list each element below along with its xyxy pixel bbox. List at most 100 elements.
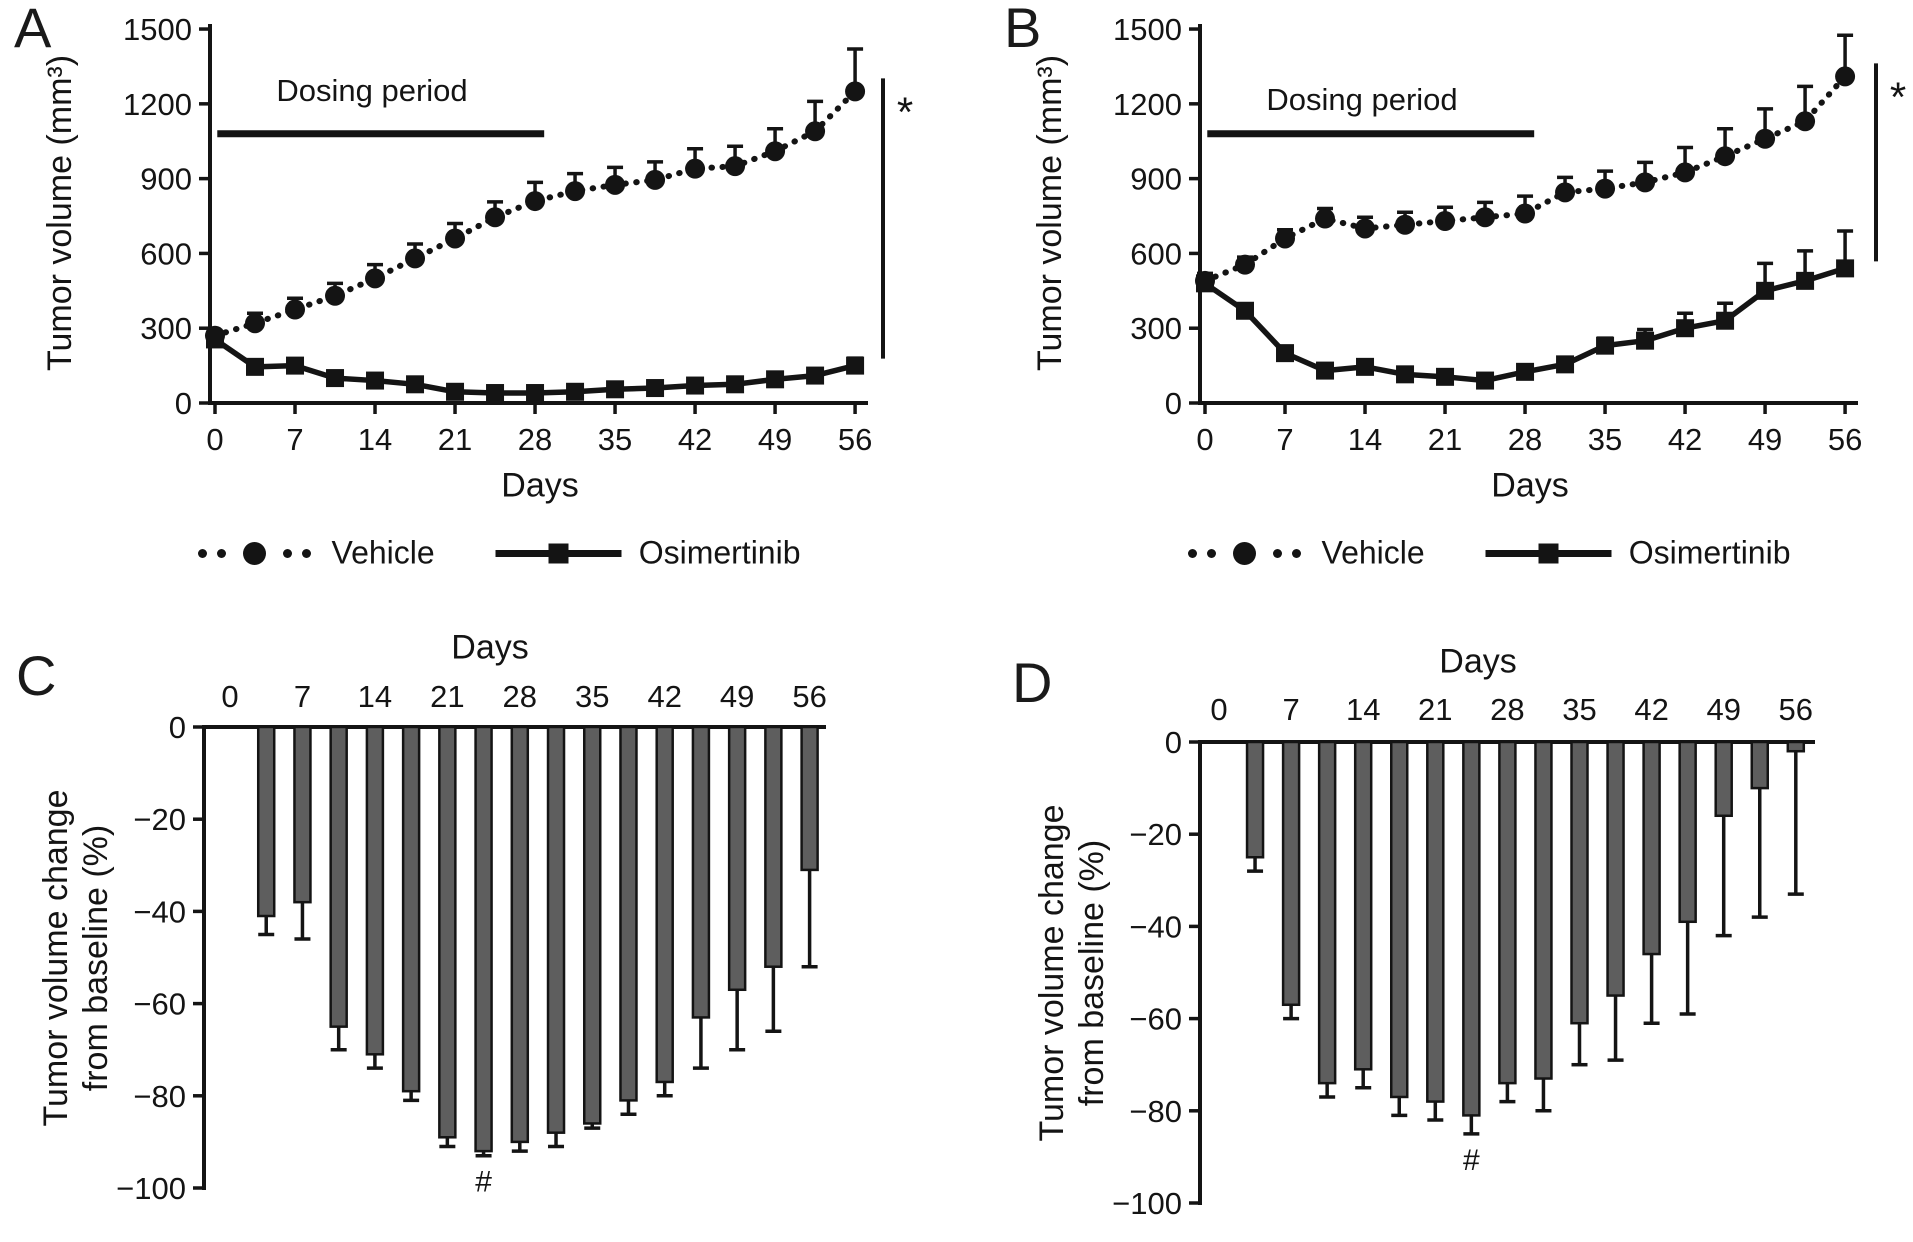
marker-circle-A [565,181,586,202]
y-tick-label-A: 1500 [123,12,192,47]
bar-D [1245,740,1265,859]
bar-C [438,725,457,1139]
x-tick-label-C: 49 [720,679,754,714]
y-tick-label-B: 1500 [1113,12,1182,47]
marker-circle-A [405,248,426,269]
x-tick-label-D: 21 [1418,692,1452,727]
x-tick-label-A: 0 [206,422,223,457]
marker-square-A [446,382,465,401]
marker-circle-B [1395,214,1416,235]
x-tick-label-B: 28 [1508,422,1542,457]
vehicle-dotted-line-icon [198,541,311,565]
y-tick-label-A: 300 [140,311,192,346]
marker-circle-B [1555,182,1576,203]
marker-circle-B [1635,172,1656,193]
panel-letter-d: D [1012,651,1053,714]
x-tick-label-B: 49 [1748,422,1782,457]
legend-label-vehicle: Vehicle [331,534,435,571]
x-tick-label-D: 35 [1562,692,1596,727]
bar-C [619,725,638,1102]
bar-C [691,725,711,1019]
x-tick-label-B: 56 [1828,422,1862,457]
marker-circle-A [285,299,306,320]
marker-circle-A [605,174,626,195]
marker-square-B [1196,274,1214,293]
marker-circle-A [485,207,506,228]
legend-item-osimertinib: Osimertinib [493,535,801,572]
y-axis-title-c-line1: Tumor volume change [37,789,75,1127]
x-tick-label-A: 35 [598,422,632,457]
marker-circle-B [1355,218,1376,239]
marker-circle-A [365,268,386,289]
y-tick-label-A: 900 [140,162,192,197]
x-tick-label-C: 56 [792,679,826,714]
marker-square-B [1596,336,1615,355]
bar-D [1498,740,1517,1085]
marker-square-A [726,375,745,394]
panel-letter-b: B [1004,0,1042,59]
x-tick-label-A: 21 [438,422,472,457]
marker-square-B [1516,362,1535,381]
bar-D [1281,740,1301,1007]
x-axis-title-d: Days [1439,642,1517,681]
marker-square-B [1276,344,1295,363]
y-tick-label-D: −40 [1129,909,1182,944]
marker-square-A [686,376,705,395]
y-tick-label-B: 0 [1165,386,1182,421]
marker-circle-A [725,156,746,177]
marker-square-A [526,384,545,403]
x-tick-label-D: 42 [1634,692,1668,727]
marker-circle-B [1315,208,1336,229]
bar-C [401,725,421,1093]
x-tick-label-D: 7 [1282,692,1299,727]
osimertinib-solid-line-icon [1485,543,1612,563]
y-tick-label-D: −80 [1129,1094,1182,1129]
bar-C [546,725,566,1134]
y-axis-title-d: Tumor volume change from baseline (%) [1032,804,1112,1141]
marker-circle-B [1715,146,1736,167]
marker-square-B [1476,371,1495,390]
marker-circle-A [805,121,826,142]
bar-C [365,725,385,1056]
marker-square-A [606,380,625,399]
y-tick-label-D: 0 [1165,725,1182,760]
bar-D [1534,740,1553,1080]
y-tick-label-D: −20 [1129,817,1182,852]
osimertinib-solid-line-icon [495,543,622,563]
bar-C [800,725,819,872]
x-tick-label-B: 21 [1428,422,1462,457]
marker-circle-A [765,141,786,162]
dosing-period-label-a: Dosing period [276,73,468,108]
bar-D [1390,740,1409,1099]
marker-square-B [1716,311,1735,330]
x-axis-title-a: Days [501,466,579,505]
y-tick-label-C: −80 [133,1079,186,1114]
y-tick-label-A: 600 [140,236,192,271]
y-tick-label-A: 1200 [123,87,192,122]
x-tick-label-D: 28 [1490,692,1524,727]
marker-square-B [1316,361,1335,380]
significance-star-B: * [1890,73,1906,120]
x-tick-label-B: 0 [1196,422,1213,457]
x-tick-label-A: 56 [838,422,872,457]
significance-star-A: * [897,88,913,135]
marker-circle-B [1755,128,1776,149]
marker-circle-A [645,169,666,190]
series-line-vehicle-B [1202,73,1849,284]
bar-D [1606,740,1625,997]
legend-a: Vehicle Osimertinib [196,535,801,572]
panel-letter-a: A [14,0,52,59]
x-tick-label-D: 49 [1706,692,1740,727]
x-tick-label-B: 14 [1348,422,1382,457]
y-tick-label-C: −20 [133,802,186,837]
x-tick-label-B: 7 [1276,422,1293,457]
x-tick-label-B: 35 [1588,422,1622,457]
marker-circle-B [1795,111,1816,132]
bar-D [1353,740,1373,1071]
bar-C [293,725,312,904]
bar-D [1786,740,1806,753]
x-tick-label-C: 14 [358,679,392,714]
x-tick-label-D: 14 [1346,692,1380,727]
bar-C [727,725,747,992]
